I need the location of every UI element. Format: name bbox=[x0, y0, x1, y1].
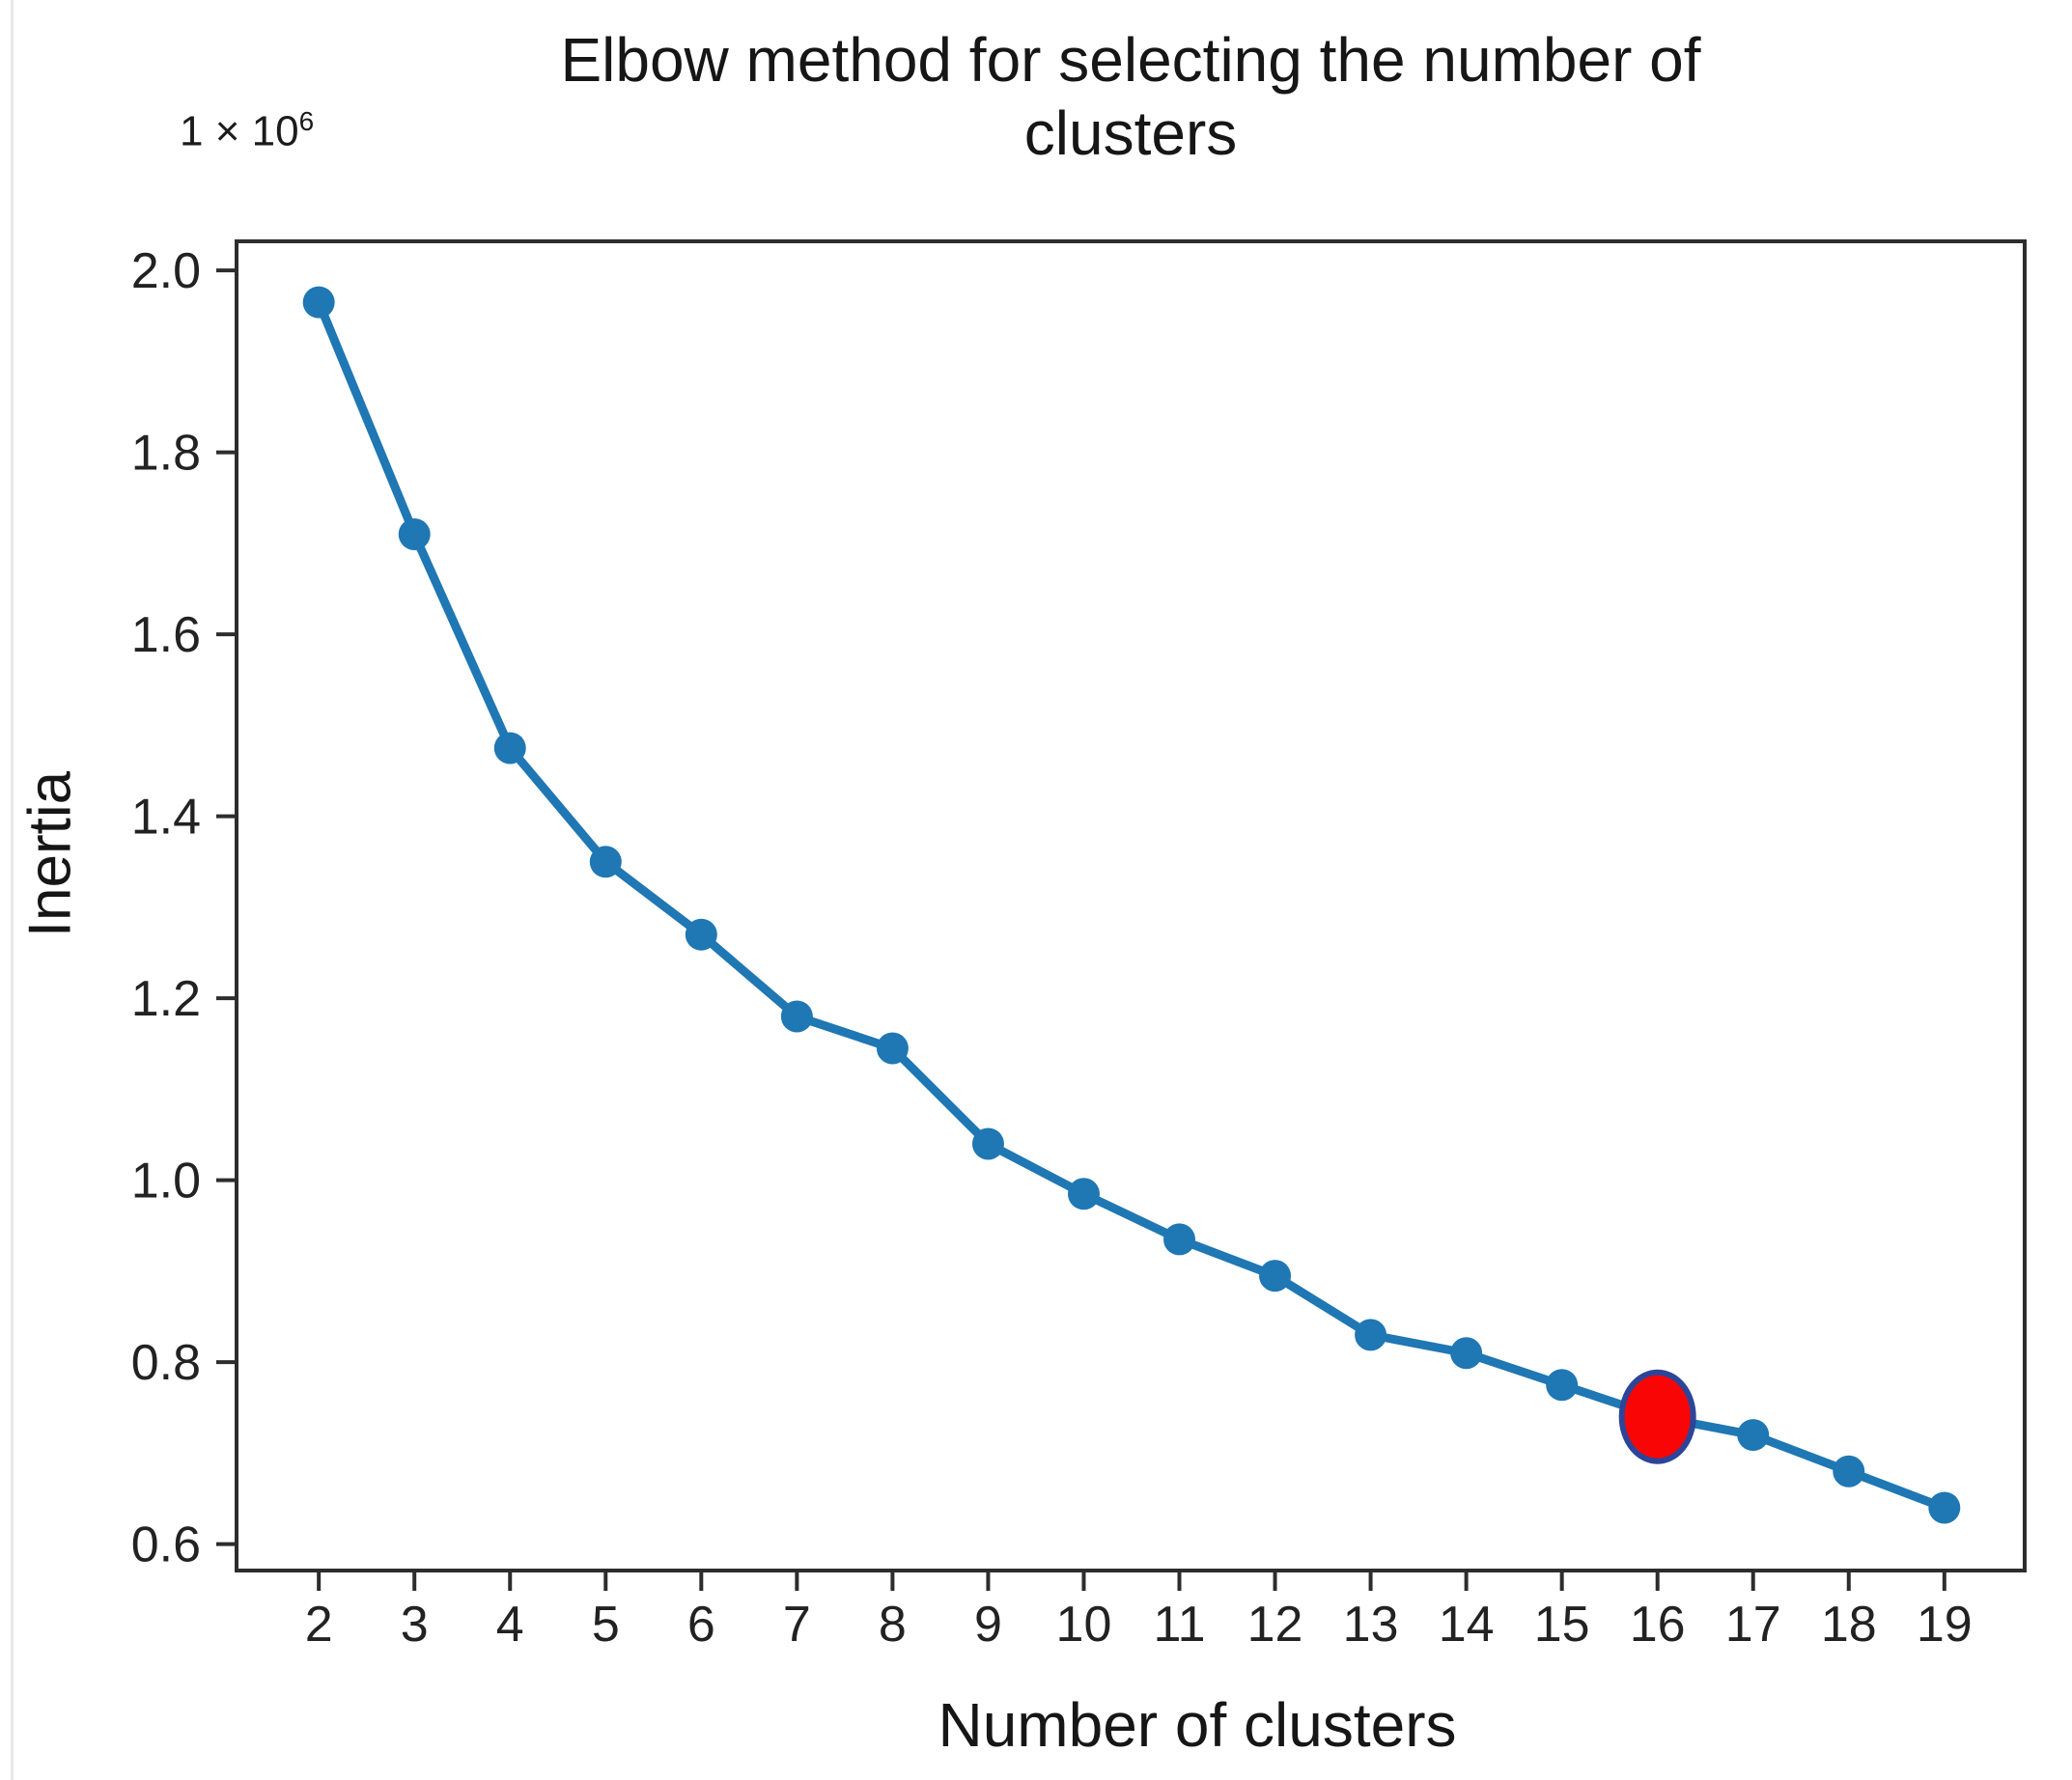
x-tick-label: 11 bbox=[1154, 1597, 1206, 1653]
x-tick-label: 14 bbox=[1439, 1597, 1495, 1653]
x-tick-label: 10 bbox=[1056, 1597, 1112, 1653]
highlight-point bbox=[1618, 1369, 1696, 1464]
x-tick-label: 2 bbox=[305, 1597, 333, 1653]
scale-coefficient: 1 × 10 bbox=[180, 107, 299, 155]
data-point bbox=[1928, 1491, 1961, 1524]
x-tick-label: 13 bbox=[1343, 1597, 1399, 1653]
data-point bbox=[1355, 1319, 1387, 1351]
window-edge bbox=[11, 0, 14, 1780]
plot-border bbox=[235, 239, 2027, 1572]
y-tick-label: 0.6 bbox=[131, 1517, 201, 1573]
data-point bbox=[1259, 1260, 1292, 1293]
chart-title: Elbow method for selecting the number of… bbox=[237, 23, 2025, 170]
chart-title-line-2: clusters bbox=[1023, 98, 1238, 168]
data-point bbox=[971, 1127, 1004, 1160]
y-tick-label: 1.6 bbox=[131, 607, 201, 663]
data-line bbox=[314, 297, 1949, 1513]
x-tick-label: 12 bbox=[1247, 1597, 1303, 1653]
x-tick-label: 6 bbox=[687, 1597, 715, 1653]
data-point bbox=[493, 732, 526, 765]
data-point bbox=[1163, 1223, 1196, 1256]
data-point bbox=[1450, 1337, 1483, 1370]
data-point bbox=[685, 918, 717, 951]
data-point bbox=[398, 517, 431, 550]
x-axis-title: Number of clusters bbox=[938, 1690, 1457, 1760]
scale-exponent: 6 bbox=[298, 106, 315, 136]
x-tick-label: 7 bbox=[783, 1597, 811, 1653]
x-tick-label: 9 bbox=[974, 1597, 1002, 1653]
y-tick-label: 1.4 bbox=[131, 790, 201, 846]
y-tick-label: 2.0 bbox=[131, 243, 201, 299]
y-tick-label: 0.8 bbox=[131, 1335, 201, 1391]
x-tick-label: 19 bbox=[1917, 1597, 1973, 1653]
x-tick-label: 3 bbox=[401, 1597, 429, 1653]
chart-title-line-1: Elbow method for selecting the number of bbox=[560, 25, 1701, 95]
x-tick-label: 15 bbox=[1534, 1597, 1590, 1653]
x-tick-label: 16 bbox=[1630, 1597, 1686, 1653]
x-tick-label: 18 bbox=[1821, 1597, 1877, 1653]
y-tick-label: 1.2 bbox=[131, 971, 201, 1027]
data-point bbox=[589, 846, 622, 878]
data-point bbox=[1737, 1419, 1770, 1452]
x-tick-label: 4 bbox=[496, 1597, 524, 1653]
y-axis-scale-factor: 1 × 106 bbox=[180, 106, 314, 156]
x-tick-label: 8 bbox=[879, 1597, 907, 1653]
x-tick-label: 17 bbox=[1725, 1597, 1781, 1653]
data-point bbox=[1833, 1455, 1865, 1488]
y-tick-label: 1.0 bbox=[131, 1154, 201, 1210]
data-point bbox=[1067, 1178, 1100, 1210]
data-point bbox=[302, 286, 335, 319]
data-point bbox=[780, 1000, 813, 1033]
data-point bbox=[876, 1032, 909, 1065]
x-tick-label: 5 bbox=[592, 1597, 620, 1653]
y-tick-label: 1.8 bbox=[131, 426, 201, 482]
data-point bbox=[1546, 1369, 1579, 1402]
